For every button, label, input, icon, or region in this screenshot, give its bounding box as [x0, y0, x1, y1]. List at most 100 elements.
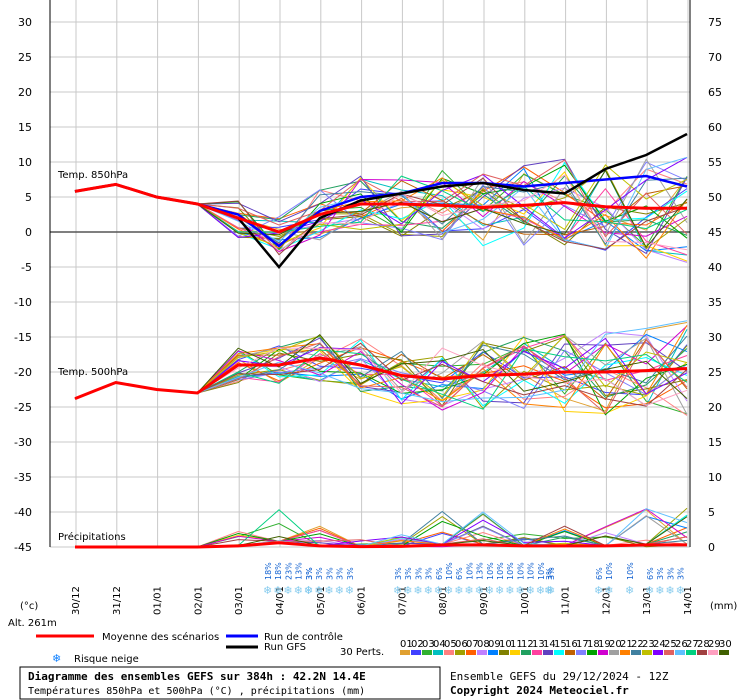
pert-id-label: 30	[719, 639, 732, 650]
snowflake-icon: ❄	[485, 584, 494, 597]
x-tick-label: 07/01	[397, 586, 408, 615]
snow-pct-label: 10%	[445, 562, 454, 580]
snowflake-icon: ❄	[655, 584, 664, 597]
legend-control-label: Run de contrôle	[264, 631, 343, 643]
snow-pct-label: 10%	[486, 562, 495, 580]
snowflake-icon: ❄	[495, 584, 504, 597]
snow-pct-label: 23%	[284, 562, 293, 580]
y2-tick-label: 25	[708, 366, 722, 379]
legend-snow-label: Risque neige	[74, 654, 139, 665]
pert-id-label: 23	[642, 639, 655, 650]
snow-pct-label: 3%	[404, 567, 413, 580]
x-tick-label: 11/01	[561, 586, 572, 615]
pert-id-label: 07	[466, 639, 479, 650]
snow-pct-label: 6%	[455, 567, 464, 580]
pert-color-swatch	[664, 650, 674, 655]
y2-tick-label: 70	[708, 51, 722, 64]
pert-color-swatch	[433, 650, 443, 655]
y2-tick-label: 35	[708, 296, 722, 309]
pert-id-label: 02	[411, 639, 424, 650]
y-axis-left: 30 25 20 15 10 5 0 -5 -10 -15 -20 -25 -30 -35 -40 -45	[14, 16, 32, 554]
y-tick-label: 20	[18, 86, 32, 99]
x-tick-label: 13/01	[642, 586, 653, 615]
altitude-label: Alt. 261m	[8, 618, 57, 629]
pert-id-label: 18	[587, 639, 600, 650]
pert-color-swatch	[708, 650, 718, 655]
pert-color-swatch	[532, 650, 542, 655]
snowflake-icon: ❄	[604, 584, 613, 597]
snowflake-icon: ❄	[475, 584, 484, 597]
x-tick-label: 09/01	[479, 586, 490, 615]
legend-gfs-label: Run GFS	[264, 642, 306, 653]
snow-pct-label: 13%	[295, 562, 304, 580]
pert-color-swatch	[642, 650, 652, 655]
pert-id-label: 26	[675, 639, 688, 650]
snowflake-icon: ❄	[505, 584, 514, 597]
snow-pct-label: 6%	[435, 567, 444, 580]
snow-pct-label: 10%	[496, 562, 505, 580]
snowflake-icon: ❄	[314, 584, 323, 597]
snow-pct-label: 10%	[465, 562, 474, 580]
plot-area	[50, 0, 690, 547]
y2-tick-label: 10	[708, 471, 722, 484]
pert-color-swatch	[510, 650, 520, 655]
footer-title: Diagramme des ensembles GEFS sur 384h : …	[28, 670, 366, 683]
pert-color-swatch	[653, 650, 663, 655]
snowflake-icon: ❄	[393, 584, 402, 597]
x-axis-dates: 30/12 31/12 01/01 02/01 03/01 04/01 05/01 06/01…	[71, 586, 694, 615]
snow-pct-label: 3%	[414, 567, 423, 580]
mean-850-line	[74, 182, 687, 234]
snow-pct-label: 10%	[605, 562, 614, 580]
snow-risk-row: ❄18%❄18%❄23%❄13%❄3%❄3%❄3%❄3%❄3%❄3%❄3%❄3%…	[263, 562, 686, 597]
pert-color-swatch	[499, 650, 509, 655]
snow-pct-label: 3%	[305, 567, 314, 580]
pert-color-swatch	[631, 650, 641, 655]
pert-color-swatch	[620, 650, 630, 655]
mean-500-line	[74, 356, 688, 400]
pert-id-label: 29	[708, 639, 721, 650]
mean-precip-line	[75, 541, 687, 549]
snow-pct-label: 6%	[595, 567, 604, 580]
snowflake-icon: ❄	[263, 584, 272, 597]
snow-pct-label: 3%	[346, 567, 355, 580]
x-tick-label: 01/01	[153, 586, 164, 615]
snow-pct-label: 3%	[545, 567, 554, 580]
y-tick-label: 30	[18, 16, 32, 29]
y2-tick-label: 75	[708, 16, 722, 29]
snowflake-icon: ❄	[515, 584, 524, 597]
pert-color-swatch	[609, 650, 619, 655]
snowflake-icon: ❄	[283, 584, 292, 597]
snow-pct-label: 18%	[264, 562, 273, 580]
snow-pct-label: 10%	[537, 562, 546, 580]
x-tick-label: 12/01	[601, 586, 612, 615]
pert-color-swatch	[422, 650, 432, 655]
y2-tick-label: 40	[708, 261, 722, 274]
pert-id-label: 19	[598, 639, 611, 650]
snowflake-icon: ❄	[526, 584, 535, 597]
snow-pct-label: 10%	[626, 562, 635, 580]
x-tick-label: 14/01	[683, 586, 694, 615]
unit-right-label: (mm)	[710, 601, 737, 612]
legend-mean-label: Moyenne des scénarios	[102, 631, 219, 643]
snow-pct-label: 3%	[394, 567, 403, 580]
pert-id-label: 12	[521, 639, 534, 650]
snowflake-icon: ❄	[304, 584, 313, 597]
snowflake-icon: ❄	[536, 584, 545, 597]
pert-color-swatch	[400, 650, 410, 655]
y-tick-label: -15	[14, 331, 32, 344]
snowflake-icon: ❄	[544, 584, 553, 597]
snowflake-icon: ❄	[294, 584, 303, 597]
y2-tick-label: 15	[708, 436, 722, 449]
pert-color-swatch	[675, 650, 685, 655]
pert-color-swatch	[598, 650, 608, 655]
pert-id-label: 16	[565, 639, 578, 650]
pert-id-label: 04	[433, 639, 446, 650]
y-tick-label: -20	[14, 366, 32, 379]
y-tick-label: -40	[14, 506, 32, 519]
pert-color-swatch	[477, 650, 487, 655]
snow-pct-label: 18%	[274, 562, 283, 580]
perturbation-legend: 0102030405060708091011121314151617181920…	[400, 639, 732, 655]
pert-id-label: 08	[477, 639, 490, 650]
y-tick-label: 5	[25, 191, 32, 204]
